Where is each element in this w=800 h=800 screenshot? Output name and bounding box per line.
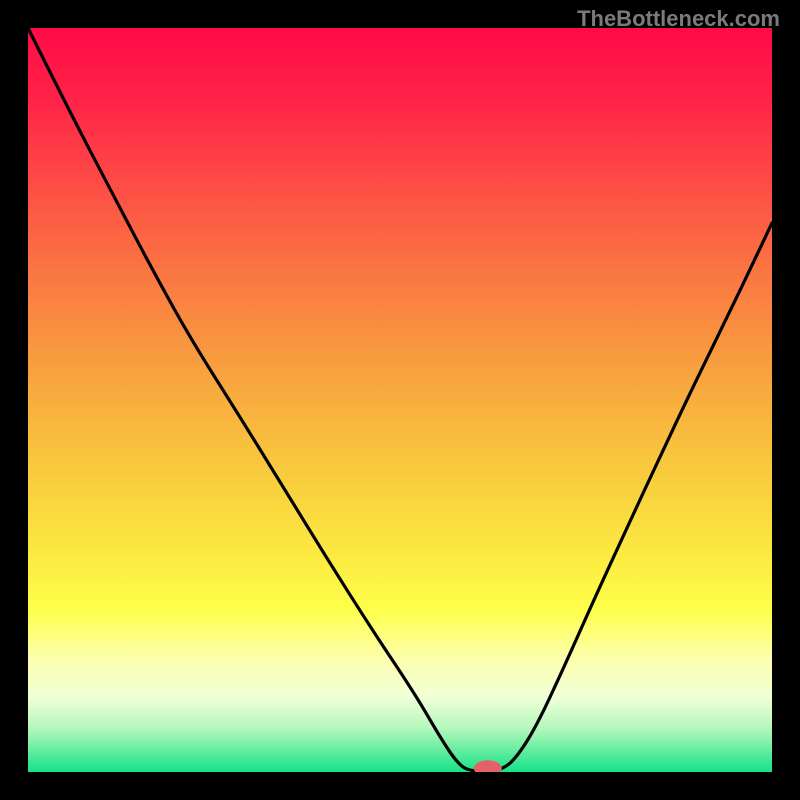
minimum-marker — [474, 760, 502, 772]
watermark-text: TheBottleneck.com — [577, 6, 780, 32]
bottleneck-curve — [28, 28, 772, 771]
plot-area — [28, 28, 772, 772]
curve-layer — [28, 28, 772, 772]
